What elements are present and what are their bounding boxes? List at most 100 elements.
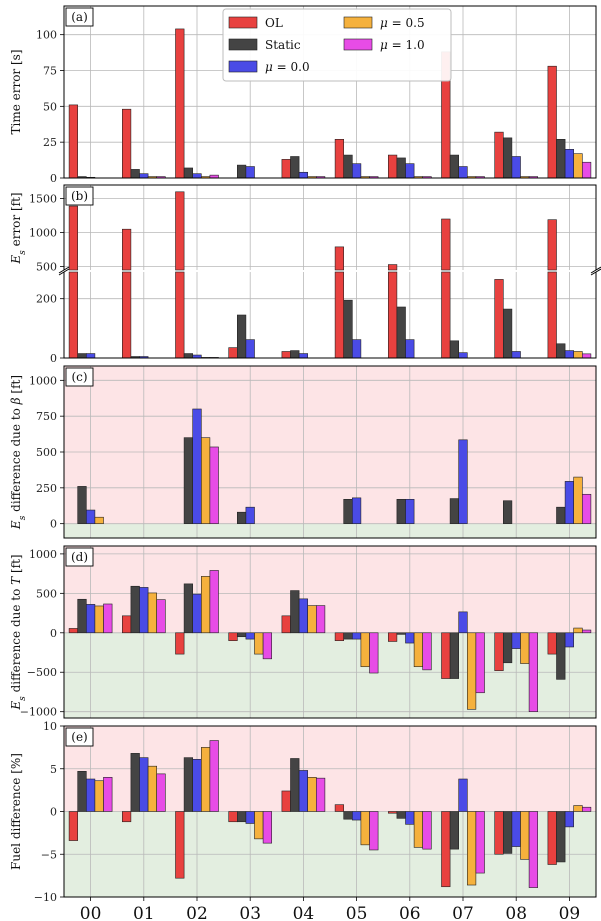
bar-d-OL [494,632,504,671]
axis-break-mark [58,268,70,276]
axis-labels: (a) (b) (c) (d) (e) Time error [s] Es error [f… [9,7,94,870]
x-tick-label: 08 [505,904,527,921]
bar-d-mu1 [156,599,166,634]
bar-e-mu1 [262,811,273,844]
bar-d-mu05 [94,605,104,634]
bar-d-mu1 [581,629,592,634]
y-tick-label-b-upper: 1500 [29,193,57,206]
bar-d-mu1 [103,603,113,634]
bar-e-Static [502,811,513,854]
bar-b-lower-mu0 [405,339,415,359]
y-tick-label-b-upper: 500 [36,261,57,274]
bar-c-mu05 [573,476,583,524]
y-tick-label-a: 0 [50,172,57,185]
axes-frame-d [63,545,597,719]
bar-e-Static [396,811,406,819]
bar-c-mu0 [86,509,96,524]
y-tick-label-b-lower: 200 [36,293,57,306]
y-tick-label-a: 100 [36,29,57,42]
bar-a-Static [449,154,460,179]
bar-d-mu05 [466,632,477,710]
legend-swatch-mu05 [343,16,373,29]
bar-e-mu1 [315,777,326,812]
positive-region-c [64,366,596,524]
bar-c-mu1 [581,493,592,524]
bar-d-OL [175,632,185,655]
y-tick-label-c: 1000 [29,374,57,387]
bar-c-Static [449,498,460,524]
legend-label-Static: Static [265,38,301,52]
legend-swatch-OL [228,16,258,29]
bar-a-Static [556,139,566,179]
bar-c-Static [237,511,247,524]
bar-c-Static [396,498,406,524]
x-tick-label: 04 [293,904,315,921]
bar-e-OL [441,811,451,888]
bar-d-mu1 [262,632,273,660]
bar-e-Static [343,811,353,820]
legend-label-mu1: μ = 1.0 [380,38,425,52]
bar-d-mu05 [307,605,317,634]
bar-d-Static [77,598,87,634]
bar-a-mu0 [511,156,521,179]
bar-e-mu0 [351,811,362,821]
bar-e-mu05 [466,811,477,886]
bar-b-upper-OL [387,264,398,271]
bar-e-mu1 [209,740,219,812]
panel-label-box: (e) [65,727,94,747]
bar-e-mu0 [405,811,415,825]
bar-d-mu0 [86,604,96,634]
bar-b-upper-OL [441,218,451,271]
bar-e-mu1 [581,806,592,812]
panel-label-frame [65,727,94,747]
y-tick-label-a: 25 [43,136,57,149]
y-tick-label-a: 50 [43,100,57,113]
bar-e-mu05 [573,805,583,812]
bar-e-mu1 [103,776,113,812]
axis-break-mark [590,266,601,274]
bar-b-lower-Static [502,308,513,359]
bar-d-mu0 [351,632,362,640]
bar-b-lower-mu0 [298,353,309,359]
bar-a-Static [396,157,406,179]
bar-c-mu0 [458,439,468,524]
bar-d-Static [290,590,300,634]
bar-c-mu1 [209,446,219,524]
bar-a-Static [290,156,300,179]
bar-e-mu05 [201,747,211,812]
bar-b-lower-OL [68,271,78,359]
bar-d-mu0 [564,632,574,648]
x-tick-label: 06 [399,904,421,921]
x-tick-label: 00 [80,904,102,921]
y-axis-label-d: Es difference due to T [ft] [9,554,28,710]
panel-label-box: (b) [65,186,94,206]
bar-c-mu05 [94,516,104,524]
bar-c-mu0 [351,497,362,524]
bar-e-mu1 [369,811,379,851]
bar-b-lower-mu0 [245,339,255,359]
bar-a-OL [547,65,557,179]
bar-c-mu05 [201,437,211,524]
bar-b-lower-OL [334,271,345,359]
panel-label: (a) [71,10,88,24]
panel-label: (c) [71,370,87,384]
x-tick-label: 01 [133,904,155,921]
axis-break-mark [590,268,601,276]
bar-c-mu0 [564,481,574,524]
bar-a-mu0 [139,173,149,179]
bar-d-Static [237,632,247,638]
bar-e-mu05 [520,811,530,860]
bar-d-mu05 [573,627,583,634]
bar-d-mu05 [413,632,424,668]
bar-a-mu0 [298,171,309,179]
axes-frames [58,5,601,898]
y-tick-label-a: 75 [43,65,57,78]
bar-e-OL [547,811,557,865]
bar-e-Static [556,811,566,863]
bar-a-Static [343,154,353,179]
bar-d-Static [449,632,460,679]
x-tick-label: 03 [239,904,261,921]
x-tick-label: 05 [346,904,368,921]
bar-a-OL [334,139,345,179]
